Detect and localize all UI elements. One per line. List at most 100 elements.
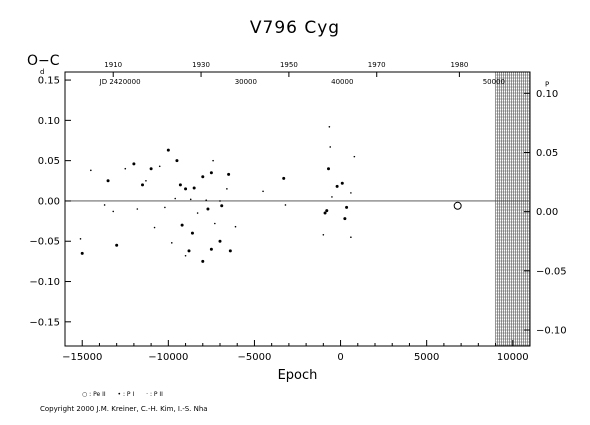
- point-p-ii: [284, 204, 287, 206]
- point-p-ii: [328, 126, 331, 128]
- x-tick-label: 0: [337, 352, 343, 363]
- point-p-ii: [212, 159, 214, 162]
- top-year-label: 1910: [104, 61, 122, 69]
- copyright-notice: Copyright 2000 J.M. Kreiner, C.-H. Kim, …: [40, 405, 208, 413]
- point-p-ii: [196, 212, 199, 214]
- top-year-label: 1970: [368, 61, 386, 69]
- point-p-ii: [90, 169, 92, 172]
- point-p-i: [218, 239, 222, 243]
- y-right-tick-label: −0.05: [536, 266, 567, 277]
- point-p-ii: [124, 167, 127, 170]
- point-p-i: [209, 171, 213, 175]
- legend-item-p-i: • : P I: [117, 391, 135, 398]
- legend-item-pe-ii: ○ : Pe II: [82, 391, 106, 398]
- x-tick-label: 10000: [497, 352, 529, 363]
- point-p-ii: [136, 208, 139, 210]
- point-p-ii: [219, 200, 221, 202]
- top-year-label: 1930: [192, 61, 210, 69]
- point-p-ii: [153, 226, 156, 229]
- point-p-ii: [214, 222, 216, 225]
- point-p-i: [192, 186, 196, 190]
- y-tick-label: −0.10: [29, 277, 60, 288]
- y-right-tick-label: −0.10: [536, 326, 567, 337]
- point-p-ii: [158, 165, 161, 168]
- jd-label: JD 2420000: [99, 78, 141, 86]
- point-p-i: [201, 259, 205, 263]
- y-tick-label: −0.05: [29, 237, 60, 248]
- y-right-unit-label: P: [545, 80, 549, 88]
- point-p-ii: [170, 242, 173, 244]
- point-p-i: [345, 205, 349, 209]
- point-p-ii: [350, 192, 352, 194]
- point-p-ii: [322, 233, 325, 236]
- x-tick-label: −15000: [62, 352, 102, 363]
- point-p-i: [327, 167, 330, 171]
- point-p-i: [184, 187, 188, 191]
- point-p-i: [340, 181, 344, 185]
- y-axis-label: O−C: [27, 53, 60, 69]
- point-p-ii: [234, 225, 237, 228]
- hatched-region: [495, 72, 530, 346]
- x-tick-label: −5000: [238, 352, 272, 363]
- x-axis-label: Epoch: [278, 368, 318, 383]
- y-right-tick-label: 0.00: [536, 207, 558, 218]
- point-p-ii: [331, 196, 333, 198]
- point-p-i: [190, 231, 194, 235]
- point-p-ii: [79, 238, 82, 240]
- point-p-ii: [184, 254, 187, 257]
- chart-title: V796 Cyg: [249, 18, 341, 38]
- point-p-ii: [262, 190, 264, 193]
- y-unit-label: d: [40, 68, 44, 76]
- point-p-i: [206, 207, 210, 211]
- legend: ○ : Pe II • : P I · : P II: [82, 391, 173, 398]
- point-p-i: [343, 217, 347, 221]
- point-p-i: [180, 223, 184, 227]
- point-p-i: [115, 243, 119, 247]
- jd-label: 40000: [331, 78, 353, 86]
- y-tick-label: −0.15: [29, 317, 60, 328]
- point-p-ii: [205, 199, 208, 201]
- jd-label: 50000: [483, 78, 505, 86]
- y-tick-label: 0.15: [38, 76, 60, 87]
- top-year-label: 1950: [280, 61, 298, 69]
- point-p-i: [201, 175, 205, 179]
- y-tick-label: 0.00: [38, 196, 60, 207]
- point-p-i: [282, 176, 286, 180]
- point-p-i: [141, 183, 144, 187]
- point-p-i: [335, 184, 339, 188]
- point-pe-ii: [453, 201, 462, 210]
- point-p-i: [106, 179, 110, 183]
- point-p-i: [149, 167, 153, 171]
- legend-item-p-ii: · : P II: [146, 391, 163, 398]
- point-p-i: [175, 159, 179, 163]
- point-p-i: [187, 249, 191, 253]
- top-year-label: 1980: [450, 61, 468, 69]
- point-p-ii: [112, 210, 115, 213]
- point-p-i: [220, 204, 224, 208]
- y-right-tick-label: 0.10: [536, 89, 558, 100]
- point-p-ii: [329, 146, 332, 148]
- point-p-ii: [226, 188, 228, 190]
- plot-frame: [64, 71, 531, 347]
- jd-label: 30000: [235, 78, 257, 86]
- point-p-i: [166, 148, 170, 152]
- point-p-ii: [145, 179, 147, 182]
- point-p-ii: [174, 197, 177, 200]
- point-p-i: [209, 247, 213, 251]
- point-p-i: [228, 249, 232, 253]
- point-p-i: [178, 183, 182, 187]
- point-p-i: [80, 251, 84, 255]
- y-tick-label: 0.05: [38, 156, 60, 167]
- point-p-ii: [350, 236, 352, 239]
- point-p-ii: [164, 206, 166, 209]
- x-tick-label: 5000: [414, 352, 439, 363]
- point-p-i: [227, 172, 231, 176]
- point-p-ii: [103, 204, 106, 206]
- y-right-tick-label: 0.05: [536, 148, 558, 159]
- point-p-ii: [353, 155, 356, 158]
- point-p-i: [323, 211, 327, 215]
- y-tick-label: 0.10: [38, 116, 60, 127]
- point-p-i: [325, 209, 329, 213]
- point-p-i: [132, 162, 136, 166]
